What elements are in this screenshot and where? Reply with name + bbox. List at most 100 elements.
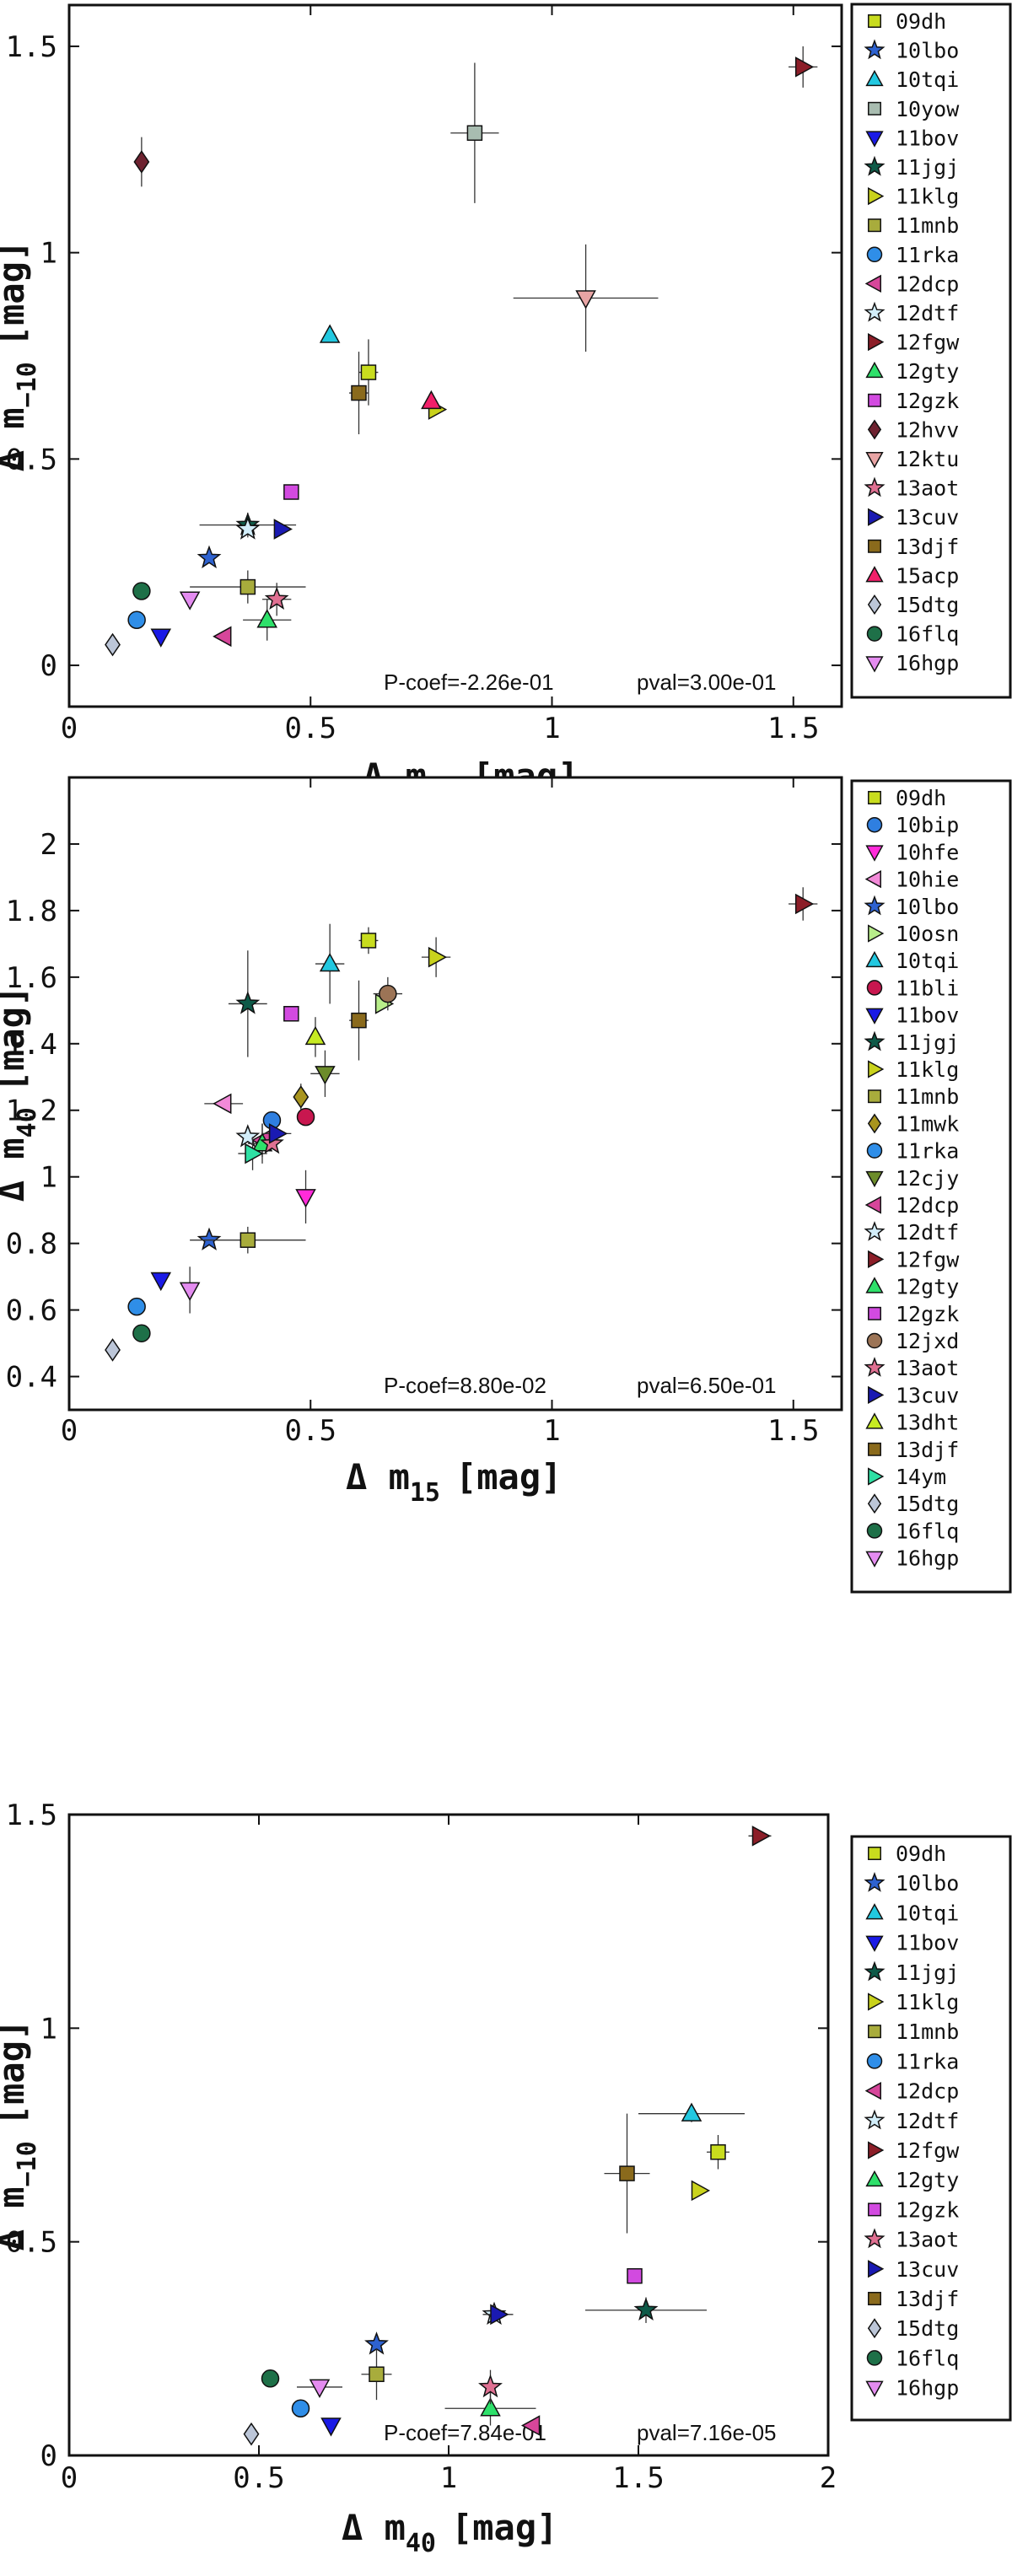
plot-frame: [67, 1813, 830, 2457]
point-11jgj: [633, 2297, 659, 2321]
legend-marker-11jgj: [864, 155, 886, 176]
legend-marker-11bov: [865, 131, 884, 148]
legend-marker-12fgw: [868, 332, 885, 352]
legend-label-11klg: 11klg: [896, 1057, 959, 1082]
legend-label-14ym: 14ym: [896, 1465, 946, 1489]
legend-marker-11mnb: [868, 2025, 881, 2039]
legend-label-16hgp: 16hgp: [896, 651, 959, 675]
point-10yow: [466, 125, 483, 141]
point-11bov: [320, 2417, 342, 2437]
x-axis-subscript: 15: [410, 1478, 440, 1508]
legend-marker-11jgj: [864, 1030, 886, 1051]
legend-label-11bli: 11bli: [896, 976, 959, 1000]
legend-label-10osn: 10osn: [896, 922, 959, 946]
legend-marker-11rka: [866, 1143, 883, 1159]
y-tick-label: 0.4: [6, 1361, 57, 1395]
legend-label-16flq: 16flq: [896, 1519, 959, 1543]
legend-marker-12gty: [865, 361, 884, 379]
y-tick-label: 0.5: [6, 2226, 57, 2260]
point-12fgw: [794, 56, 815, 78]
legend-label-12gty: 12gty: [896, 1275, 959, 1299]
legend-marker-12dcp: [864, 2081, 881, 2100]
legend-marker-10lbo: [864, 895, 886, 916]
x-tick-label: 1: [543, 712, 560, 745]
legend-marker-15acp: [865, 566, 884, 583]
legend-marker-10osn: [868, 924, 885, 943]
point-12fgw: [794, 893, 815, 915]
point-12gzk: [627, 2267, 643, 2284]
legend-label-11bov: 11bov: [896, 1003, 959, 1028]
y-tick-label: 0.5: [6, 443, 57, 476]
legend-marker-15dtg: [867, 594, 882, 615]
legend-label-12cjy: 12cjy: [896, 1166, 959, 1191]
legend-label-11rka: 11rka: [896, 2049, 959, 2073]
point-16hgp: [309, 2379, 331, 2398]
point-16flq: [261, 2369, 280, 2388]
point-11klg: [428, 946, 448, 968]
x-axis-symbol: Δ m: [342, 2507, 406, 2548]
legend-marker-10tqi: [865, 69, 884, 87]
panel-1: 00.511.500.511.5Δ m15[mag]Δ m−10[mag]P-c…: [0, 3, 1012, 807]
legend-marker-13djf: [868, 539, 881, 553]
legend-marker-10lbo: [864, 1871, 886, 1892]
y-axis-unit: [mag]: [0, 986, 32, 1092]
point-11bov: [150, 1272, 172, 1292]
legend-marker-11mnb: [868, 1089, 881, 1104]
point-10tqi: [681, 2102, 702, 2122]
point-15acp: [421, 390, 442, 410]
legend-marker-15dtg: [867, 2318, 882, 2339]
point-16hgp: [179, 1282, 201, 1301]
legend-marker-11bov: [865, 1008, 884, 1024]
x-axis-unit: [mag]: [455, 1456, 562, 1498]
legend-label-11jgj: 11jgj: [896, 155, 959, 180]
legend-marker-11klg: [868, 1060, 885, 1078]
legend-marker-10tqi: [865, 1903, 884, 1920]
y-tick-label: 0.8: [6, 1228, 57, 1261]
legend-label-13djf: 13djf: [896, 2287, 959, 2311]
legend-label-10yow: 10yow: [896, 97, 960, 121]
legend-label-16hgp: 16hgp: [896, 1546, 959, 1571]
legend-label-11mnb: 11mnb: [896, 2019, 959, 2044]
legend-marker-11mnb: [868, 218, 881, 233]
legend-marker-13djf: [868, 2292, 881, 2305]
legend-marker-16hgp: [865, 656, 884, 673]
p-value-label: pval=3.00e-01: [637, 670, 777, 695]
legend-label-12ktu: 12ktu: [896, 447, 959, 471]
legend-marker-09dh: [868, 791, 881, 804]
legend-label-12gzk: 12gzk: [896, 389, 959, 413]
x-tick-label: 0: [61, 2461, 78, 2495]
x-axis-unit: [mag]: [451, 2507, 557, 2548]
legend-label-15dtg: 15dtg: [896, 2316, 959, 2341]
point-11mwk: [293, 1085, 310, 1109]
legend-label-12gty: 12gty: [896, 359, 959, 384]
point-15dtg: [243, 2422, 260, 2446]
point-12gty: [256, 609, 277, 628]
legend-marker-10bip: [866, 816, 883, 833]
legend-label-16flq: 16flq: [896, 2346, 959, 2370]
legend-label-11klg: 11klg: [896, 185, 959, 209]
legend-marker-09dh: [868, 1847, 881, 1860]
legend-label-10tqi: 10tqi: [896, 949, 959, 973]
y-tick-label: 1.4: [6, 1028, 57, 1062]
x-tick-label: 0.5: [233, 2461, 284, 2495]
legend-label-13djf: 13djf: [896, 1438, 959, 1462]
legend-marker-12dcp: [864, 274, 881, 293]
legend-label-15acp: 15acp: [896, 563, 959, 588]
point-10hfe: [295, 1189, 316, 1208]
point-12dcp: [213, 626, 232, 648]
x-tick-label: 0: [61, 1414, 78, 1448]
p-value-label: pval=7.16e-05: [637, 2420, 777, 2445]
legend-label-12gzk: 12gzk: [896, 2197, 959, 2222]
y-axis-label: Δ m−10 [mag]: [0, 240, 42, 471]
legend-marker-13djf: [868, 1442, 881, 1456]
point-13cuv: [268, 1123, 288, 1144]
point-11bli: [296, 1107, 315, 1127]
legend-marker-16flq: [866, 1523, 883, 1539]
legend-marker-10hfe: [865, 845, 884, 862]
legend-label-10tqi: 10tqi: [896, 67, 959, 92]
point-11bov: [150, 628, 172, 648]
legend-label-12dcp: 12dcp: [896, 2079, 959, 2104]
legend-marker-12gty: [865, 1277, 884, 1293]
legend-label-10bip: 10bip: [896, 813, 959, 837]
